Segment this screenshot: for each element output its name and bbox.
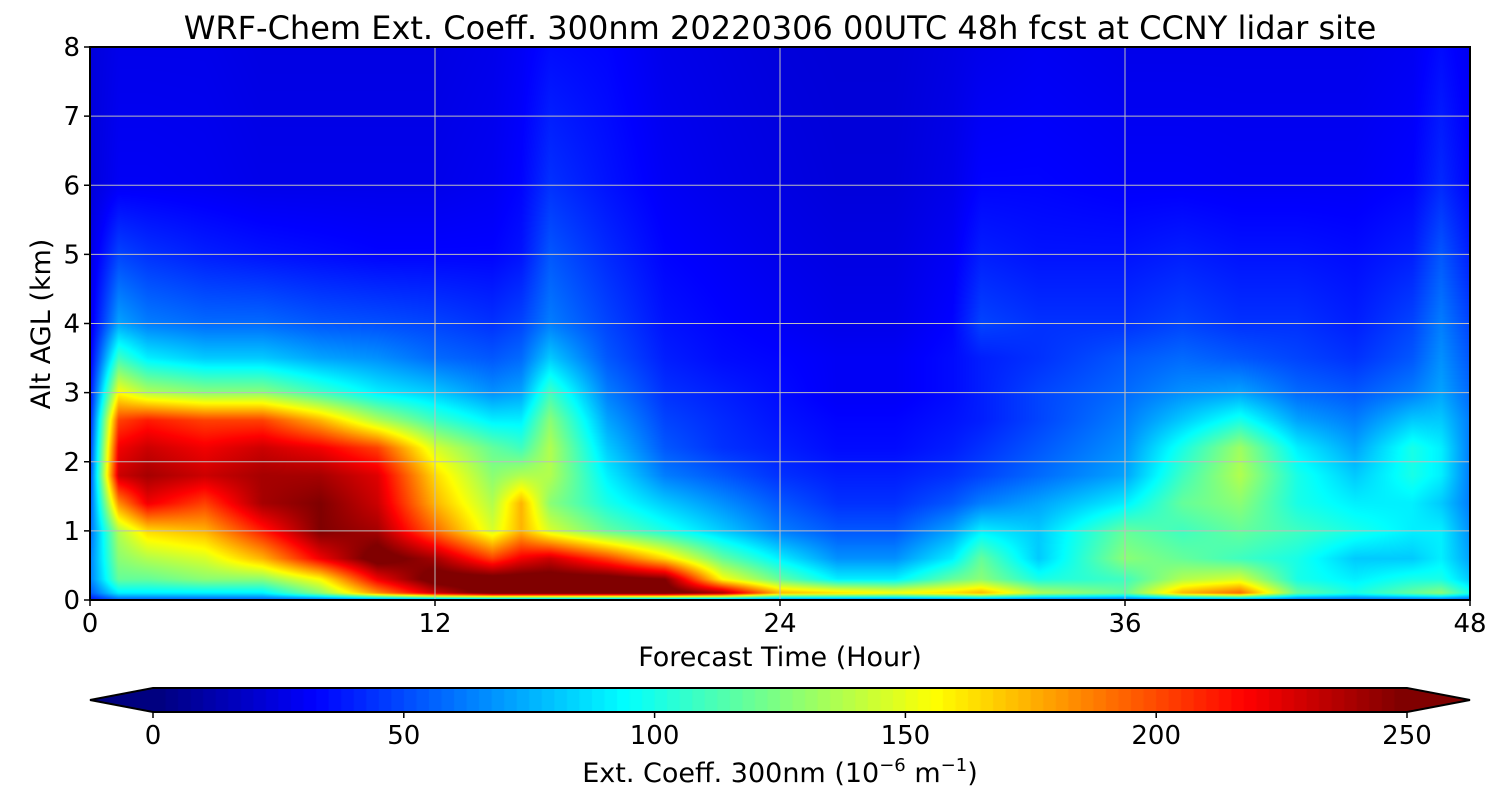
colorbar-label-unit: m <box>906 758 941 789</box>
x-axis-label: Forecast Time (Hour) <box>638 642 922 673</box>
x-tick-label: 24 <box>763 609 796 639</box>
colorbar-label-text: Ext. Coeff. 300nm (10 <box>582 758 879 789</box>
colorbar-tick-label: 150 <box>881 721 931 751</box>
x-tick-label: 36 <box>1108 609 1141 639</box>
chart-title: WRF-Chem Ext. Coeff. 300nm 20220306 00UT… <box>184 9 1377 47</box>
y-axis-ticks: 0 1 2 3 4 5 6 7 8 <box>63 33 90 616</box>
y-tick-label: 3 <box>63 379 80 409</box>
colorbar-tick-label: 0 <box>145 721 162 751</box>
y-axis-label: Alt AGL (km) <box>26 239 57 410</box>
colorbar-label: Ext. Coeff. 300nm (10−6 m−1) <box>582 755 978 789</box>
colorbar-tick-label: 100 <box>630 721 680 751</box>
x-tick-label: 48 <box>1453 609 1486 639</box>
y-tick-label: 1 <box>63 517 80 547</box>
x-tick-label: 12 <box>418 609 451 639</box>
colorbar-label-end: ) <box>967 758 978 789</box>
y-tick-label: 4 <box>63 310 80 340</box>
colorbar-label-exp1: −6 <box>879 755 906 776</box>
colorbar-tick-label: 50 <box>387 721 420 751</box>
y-tick-label: 8 <box>63 33 80 63</box>
y-tick-label: 6 <box>63 171 80 201</box>
y-tick-label: 7 <box>63 102 80 132</box>
colorbar-ticks: 0 50 100 150 200 250 <box>145 712 1432 751</box>
plot-area <box>89 46 1471 601</box>
y-tick-label: 5 <box>63 240 80 270</box>
x-axis-ticks: 0 12 24 36 48 <box>82 600 1487 639</box>
x-tick-label: 0 <box>82 609 99 639</box>
colorbar-tick-label: 250 <box>1382 721 1432 751</box>
y-tick-label: 0 <box>63 586 80 616</box>
colorbar-gradient <box>90 687 1470 713</box>
colorbar: 0 50 100 150 200 250 Ext. Coeff. 300nm (10−6 … <box>89 687 1471 789</box>
colorbar-tick-label: 200 <box>1131 721 1181 751</box>
y-tick-label: 2 <box>63 448 80 478</box>
colorbar-label-exp2: −1 <box>941 755 968 776</box>
